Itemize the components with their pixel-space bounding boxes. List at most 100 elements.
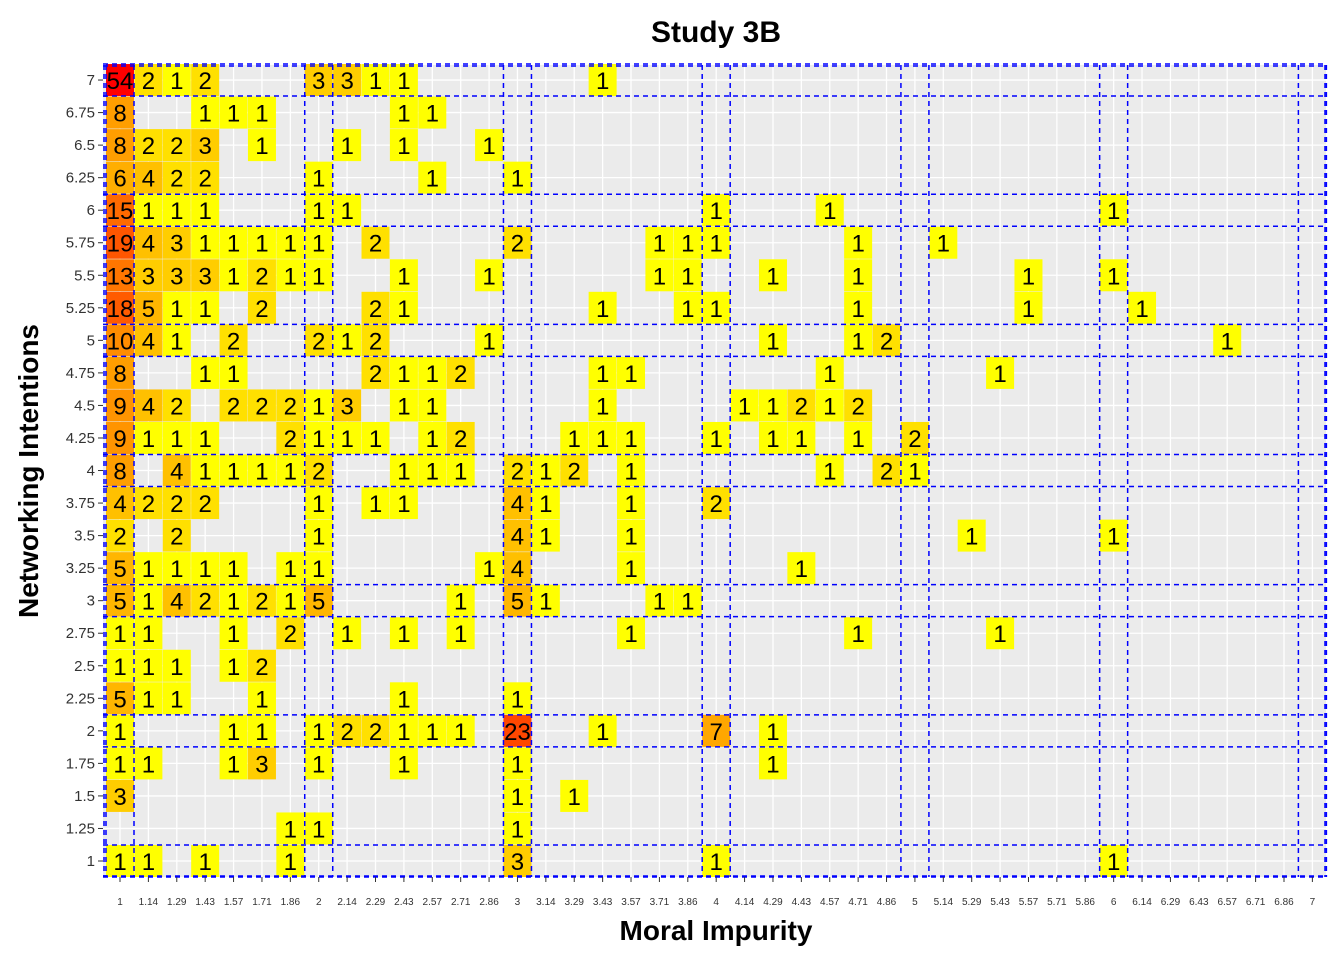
heatmap-cell xyxy=(106,226,134,259)
x-tick-label: 1.29 xyxy=(167,897,187,908)
cell-count-label: 1 xyxy=(766,393,779,420)
cell-count-label: 1 xyxy=(397,686,410,713)
y-tick-label: 3.5 xyxy=(74,528,95,545)
cell-count-label: 1 xyxy=(596,68,609,95)
heatmap-cell xyxy=(162,584,191,617)
heatmap-cell xyxy=(758,324,787,357)
cell-count-label: 1 xyxy=(851,296,864,323)
cell-count-label: 1 xyxy=(397,459,410,486)
cell-count-label: 1 xyxy=(511,784,524,811)
heatmap-cell xyxy=(1014,259,1043,292)
cell-count-label: 1 xyxy=(397,393,410,420)
cell-count-label: 1 xyxy=(426,361,439,388)
cell-count-label: 1 xyxy=(766,719,779,746)
heatmap-cell xyxy=(446,356,475,389)
cell-count-label: 8 xyxy=(113,101,126,128)
x-axis-title: Moral Impurity xyxy=(620,915,813,946)
cell-count-label: 1 xyxy=(738,393,751,420)
cell-count-label: 3 xyxy=(340,393,353,420)
cell-count-label: 1 xyxy=(823,361,836,388)
cell-count-label: 1 xyxy=(766,263,779,290)
heatmap-cell xyxy=(503,552,532,585)
cell-count-label: 2 xyxy=(255,393,268,420)
cell-count-label: 1 xyxy=(198,231,211,258)
cell-count-label: 1 xyxy=(227,654,240,681)
x-tick-label: 3.29 xyxy=(565,897,585,908)
cell-count-label: 1 xyxy=(142,556,155,583)
cell-count-label: 1 xyxy=(482,263,495,290)
heatmap-cell xyxy=(304,259,333,292)
cell-count-label: 1 xyxy=(170,426,183,453)
heatmap-cell xyxy=(361,356,390,389)
cell-count-label: 1 xyxy=(142,751,155,778)
cell-count-label: 2 xyxy=(908,426,921,453)
cell-count-label: 1 xyxy=(511,751,524,778)
cell-count-label: 2 xyxy=(568,459,581,486)
cell-count-label: 2 xyxy=(227,328,240,355)
cell-count-label: 1 xyxy=(681,263,694,290)
heatmap-cell xyxy=(276,389,305,422)
x-tick-label: 1.86 xyxy=(281,897,301,908)
cell-count-label: 1 xyxy=(284,459,297,486)
heatmap-cell xyxy=(162,649,191,682)
heatmap-cell xyxy=(758,389,787,422)
heatmap-cell xyxy=(333,389,362,422)
heatmap-cell xyxy=(418,161,447,194)
heatmap-cell xyxy=(134,389,163,422)
heatmap-cell xyxy=(389,96,418,129)
cell-count-label: 1 xyxy=(198,426,211,453)
heatmap-cell xyxy=(503,519,532,552)
heatmap-cell xyxy=(191,161,220,194)
heatmap-cell xyxy=(617,421,646,454)
heatmap-cell xyxy=(815,356,844,389)
cell-count-label: 4 xyxy=(511,524,524,551)
heatmap-cell xyxy=(588,714,617,747)
cell-count-label: 1 xyxy=(227,101,240,128)
heatmap-cell xyxy=(276,617,305,650)
cell-count-label: 1 xyxy=(113,751,126,778)
cell-count-label: 1 xyxy=(993,621,1006,648)
cell-count-label: 2 xyxy=(312,459,325,486)
heatmap-cell xyxy=(872,324,901,357)
heatmap-cell xyxy=(900,421,929,454)
x-tick-label: 6 xyxy=(1111,897,1117,908)
heatmap-cell xyxy=(1099,194,1128,227)
cell-count-label: 1 xyxy=(340,426,353,453)
cell-count-label: 2 xyxy=(255,654,268,681)
heatmap-cell xyxy=(361,324,390,357)
x-tick-label: 4 xyxy=(713,897,719,908)
cell-count-label: 2 xyxy=(198,491,211,518)
cell-count-label: 1 xyxy=(312,751,325,778)
cell-count-label: 3 xyxy=(142,263,155,290)
heatmap-cell xyxy=(418,96,447,129)
heatmap-cell xyxy=(503,812,532,845)
heatmap-cell xyxy=(844,259,873,292)
heatmap-cell xyxy=(588,421,617,454)
heatmap-cell xyxy=(986,356,1015,389)
heatmap-cell xyxy=(134,161,163,194)
cell-count-label: 1 xyxy=(454,589,467,616)
heatmap-cell xyxy=(134,682,163,715)
cell-count-label: 1 xyxy=(397,296,410,323)
cell-count-label: 1 xyxy=(823,459,836,486)
heatmap-cell xyxy=(134,649,163,682)
heatmap-cell xyxy=(560,454,589,487)
heatmap-cell xyxy=(758,421,787,454)
cell-count-label: 1 xyxy=(795,426,808,453)
heatmap-cell xyxy=(815,389,844,422)
heatmap-cell xyxy=(106,64,134,97)
y-tick-label: 3 xyxy=(87,593,95,610)
heatmap-cell xyxy=(247,747,276,780)
cell-count-label: 1 xyxy=(255,686,268,713)
cell-count-label: 4 xyxy=(170,589,183,616)
cell-count-label: 1 xyxy=(624,361,637,388)
heatmap-cell xyxy=(389,129,418,162)
cell-count-label: 1 xyxy=(397,101,410,128)
cell-count-label: 1 xyxy=(284,556,297,583)
heatmap-cell xyxy=(247,584,276,617)
cell-count-label: 1 xyxy=(170,556,183,583)
x-tick-label: 4.86 xyxy=(877,897,897,908)
y-tick-label: 6 xyxy=(87,202,95,219)
heatmap-cell xyxy=(333,324,362,357)
x-tick-label: 5.57 xyxy=(1019,897,1039,908)
